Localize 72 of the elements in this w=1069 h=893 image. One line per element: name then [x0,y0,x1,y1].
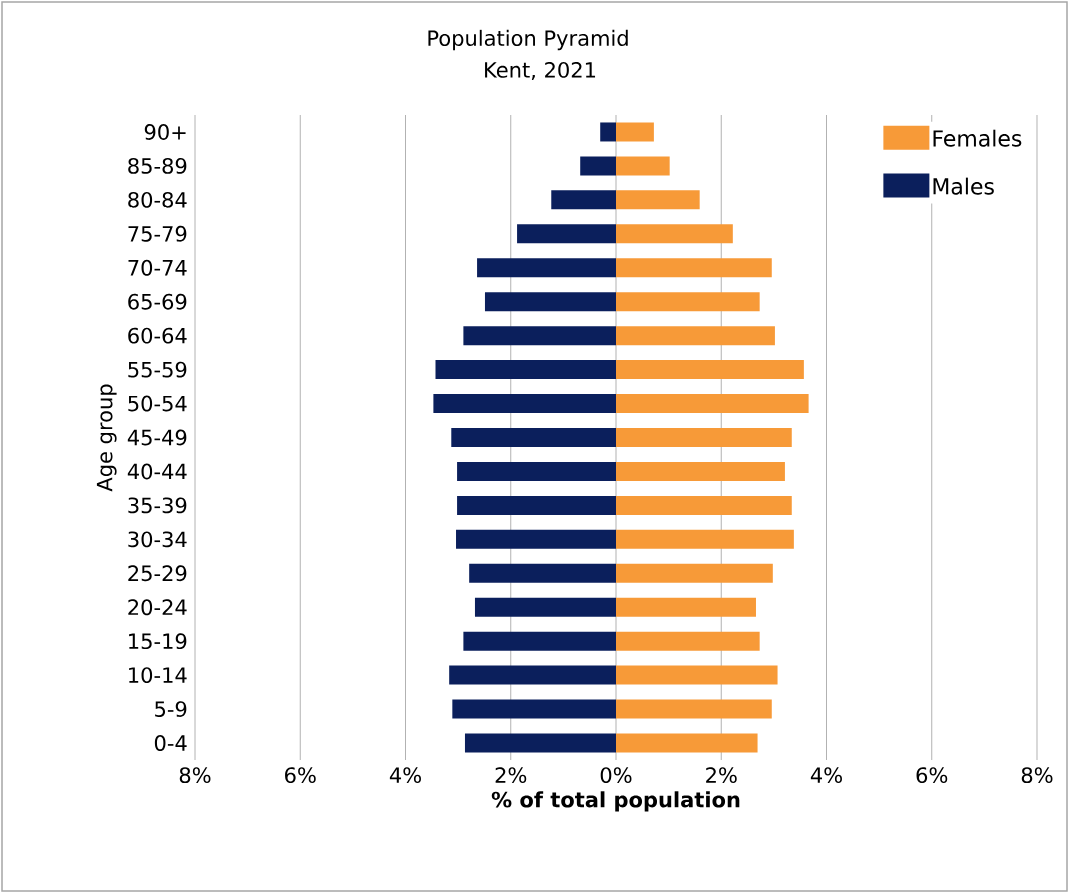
x-axis-title: % of total population [491,791,740,812]
bar [457,495,616,515]
bar [616,597,756,617]
y-tick-label: 10-14 [129,667,187,684]
y-tick-label: 70-74 [128,259,187,276]
bar [463,631,616,651]
bar [463,326,616,346]
y-tick-label: 20-24 [128,599,187,616]
bar [616,292,760,312]
x-tick-label: 0% [600,767,632,784]
y-tick-label: 45-49 [127,429,187,446]
x-tick-label: 8% [179,767,211,784]
y-tick-label: 35-39 [128,497,187,514]
legend-label: Males [933,177,994,195]
bar [451,427,616,447]
bar [616,326,775,346]
bar [484,292,616,312]
y-tick-label: 55-59 [128,361,187,378]
bar [616,224,733,244]
bar [616,529,794,549]
y-tick-label: 30-34 [128,531,187,548]
bar [616,495,792,515]
x-tick-label: 2% [706,767,737,784]
bar [580,156,616,176]
bar [517,224,616,244]
y-tick-label: 0-4 [154,735,187,751]
y-tick-label: 5-9 [155,701,187,718]
bar [456,529,616,549]
chart-subtitle: Kent, 2021 [485,61,596,80]
y-tick-label: 25-29 [128,565,187,582]
bar [616,427,792,447]
x-tick-label: 8% [1021,767,1053,784]
bar [435,360,616,380]
y-axis-title: Age group [96,384,117,492]
bar [469,563,616,583]
bar [616,258,772,278]
x-tick-label: 4% [389,767,421,784]
x-tick-label: 6% [285,767,316,784]
bar [616,394,809,414]
bar [616,733,758,753]
bar [464,733,616,753]
x-tick-label: 4% [810,767,842,784]
y-tick-label: 75-79 [128,225,187,242]
bar [616,122,654,142]
y-tick-label: 90+ [144,124,186,140]
bar [616,699,772,719]
bar [474,597,616,617]
bar [616,461,785,481]
bar [449,665,616,685]
bar [616,190,700,210]
y-tick-label: 80-84 [128,191,187,208]
x-tick-label: 2% [495,767,527,784]
bar [452,699,616,719]
x-tick-label: 6% [916,767,948,784]
bar [616,360,804,380]
y-tick-label: 85-89 [128,157,187,174]
chart-title: Population Pyramid [428,29,628,51]
bar [616,156,670,176]
bar [600,122,616,142]
y-tick-label: 50-54 [128,395,187,412]
bar [616,665,778,685]
bar [457,461,616,481]
y-tick-label: 60-64 [128,327,187,344]
y-tick-label: 65-69 [128,293,187,310]
y-tick-label: 15-19 [129,633,187,650]
y-tick-label: 40-44 [127,463,187,480]
legend-label: Females [933,129,1022,147]
bar [616,563,773,583]
bar [433,394,616,414]
bar [477,258,616,278]
bar [616,631,760,651]
bar [551,190,616,210]
